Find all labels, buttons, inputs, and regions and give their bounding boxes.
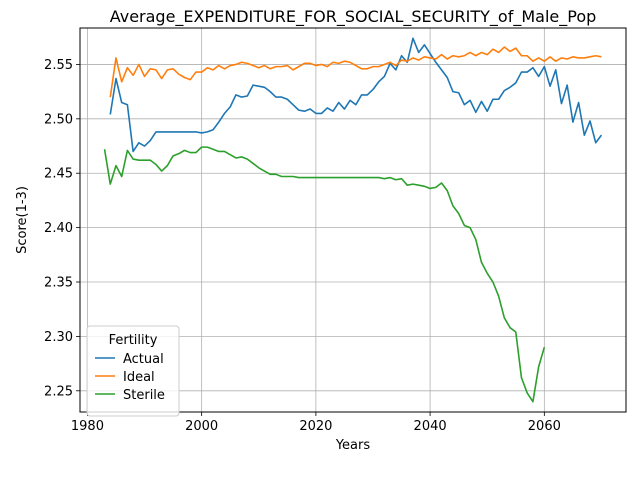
y-tick-label: 2.50 xyxy=(44,112,73,127)
plot-frame xyxy=(79,27,627,413)
legend-entries: Actual Ideal Sterile xyxy=(95,352,165,403)
series-line-actual xyxy=(109,37,603,153)
y-tick-label: 2.55 xyxy=(44,58,73,73)
x-tick-label: 2000 xyxy=(185,419,218,434)
y-tick-label: 2.45 xyxy=(44,167,73,182)
y-tick-label: 2.30 xyxy=(44,330,73,345)
y-tick-label: 2.35 xyxy=(44,276,73,291)
legend-title: Fertility xyxy=(109,333,158,348)
series-line-ideal xyxy=(109,46,602,98)
series-line-sterile xyxy=(103,146,546,403)
x-axis-ticks: 1980 2000 2020 2040 2060 xyxy=(71,412,561,434)
x-tick-label: 2020 xyxy=(299,419,332,434)
series-lines xyxy=(103,37,603,403)
y-tick-label: 2.40 xyxy=(44,221,73,236)
grid xyxy=(80,28,626,412)
x-axis-label: Years xyxy=(335,438,371,453)
x-tick-label: 2060 xyxy=(528,419,561,434)
legend: Fertility Actual Ideal Sterile xyxy=(86,325,180,417)
y-axis-ticks: 2.25 2.30 2.35 2.40 2.45 2.50 2.55 xyxy=(44,58,80,399)
legend-label-sterile: Sterile xyxy=(123,388,165,403)
y-tick-label: 2.25 xyxy=(44,384,73,399)
x-tick-label: 1980 xyxy=(71,419,104,434)
x-tick-label: 2040 xyxy=(414,419,447,434)
y-axis-label: Score(1-3) xyxy=(15,186,30,254)
legend-label-ideal: Ideal xyxy=(123,370,155,385)
chart-title: Average_EXPENDITURE_FOR_SOCIAL_SECURITY_… xyxy=(110,7,597,27)
legend-label-actual: Actual xyxy=(123,352,164,367)
